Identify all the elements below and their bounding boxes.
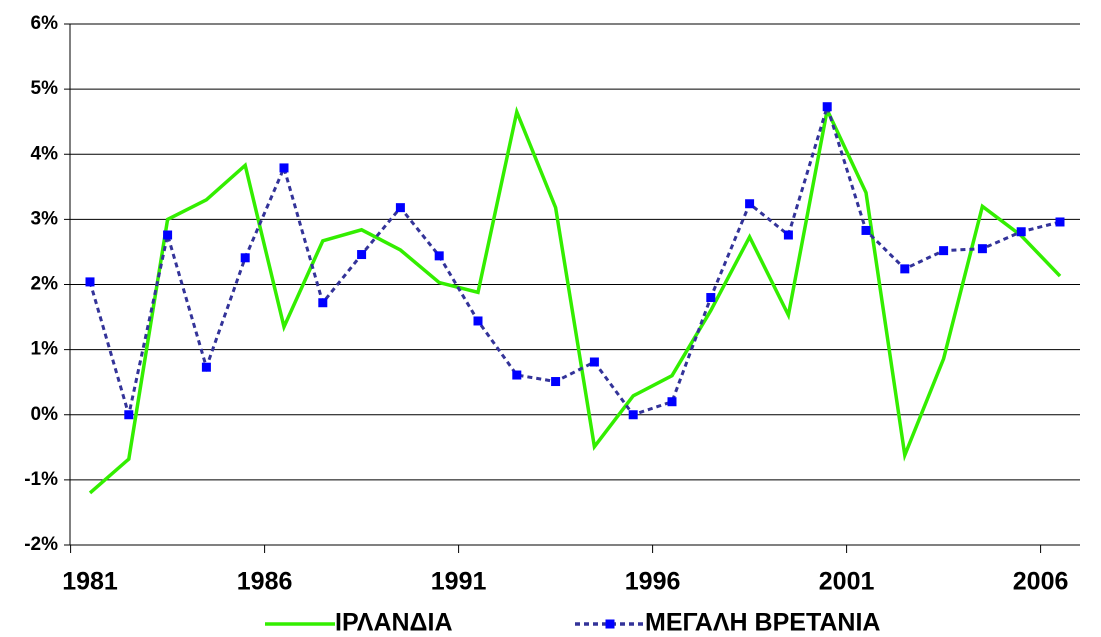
legend-label: ΙΡΛΑΝΔΙΑ xyxy=(335,609,453,637)
y-tick-label: 0% xyxy=(31,404,59,425)
series-marker xyxy=(201,362,211,372)
y-tick-label: -1% xyxy=(24,469,58,490)
y-tick-label: 6% xyxy=(31,13,59,34)
series-marker xyxy=(512,370,522,380)
series-marker xyxy=(551,377,561,387)
series-marker xyxy=(1016,227,1026,237)
series-marker xyxy=(628,410,638,420)
series-marker xyxy=(434,251,444,261)
series-marker xyxy=(85,277,95,287)
y-tick-label: 5% xyxy=(31,78,59,99)
series-marker xyxy=(977,244,987,254)
legend-label: ΜΕΓΑΛΗ ΒΡΕΤΑΝΙΑ xyxy=(645,609,880,637)
y-tick-label: 4% xyxy=(31,143,59,164)
series-marker xyxy=(1055,217,1065,227)
series-marker xyxy=(783,230,793,240)
y-tick-label: -2% xyxy=(24,534,58,555)
x-tick-label: 2006 xyxy=(1013,568,1069,596)
series-marker xyxy=(240,253,250,263)
series-marker xyxy=(163,230,173,240)
x-tick-label: 2001 xyxy=(819,568,875,596)
series-line xyxy=(88,104,1062,495)
y-tick-label: 3% xyxy=(31,208,59,229)
series-marker xyxy=(822,102,832,112)
legend-marker xyxy=(605,619,615,629)
series-marker xyxy=(279,163,289,173)
series-marker xyxy=(900,264,910,274)
series-marker xyxy=(124,410,134,420)
x-tick-label: 1981 xyxy=(62,568,118,596)
series-marker xyxy=(357,250,367,260)
series-marker xyxy=(667,397,677,407)
series-line xyxy=(88,101,1061,417)
y-tick-label: 2% xyxy=(31,274,59,295)
series-marker xyxy=(318,298,328,308)
series-marker xyxy=(589,357,599,367)
y-tick-label: 1% xyxy=(31,339,59,360)
series-marker xyxy=(706,293,716,303)
x-tick-label: 1996 xyxy=(625,568,681,596)
series-marker xyxy=(939,246,949,256)
series-marker xyxy=(473,316,483,326)
x-tick-label: 1986 xyxy=(237,568,293,596)
series-marker xyxy=(745,199,755,209)
x-tick-label: 1991 xyxy=(431,568,487,596)
series-marker xyxy=(861,225,871,235)
series-marker xyxy=(395,203,405,213)
